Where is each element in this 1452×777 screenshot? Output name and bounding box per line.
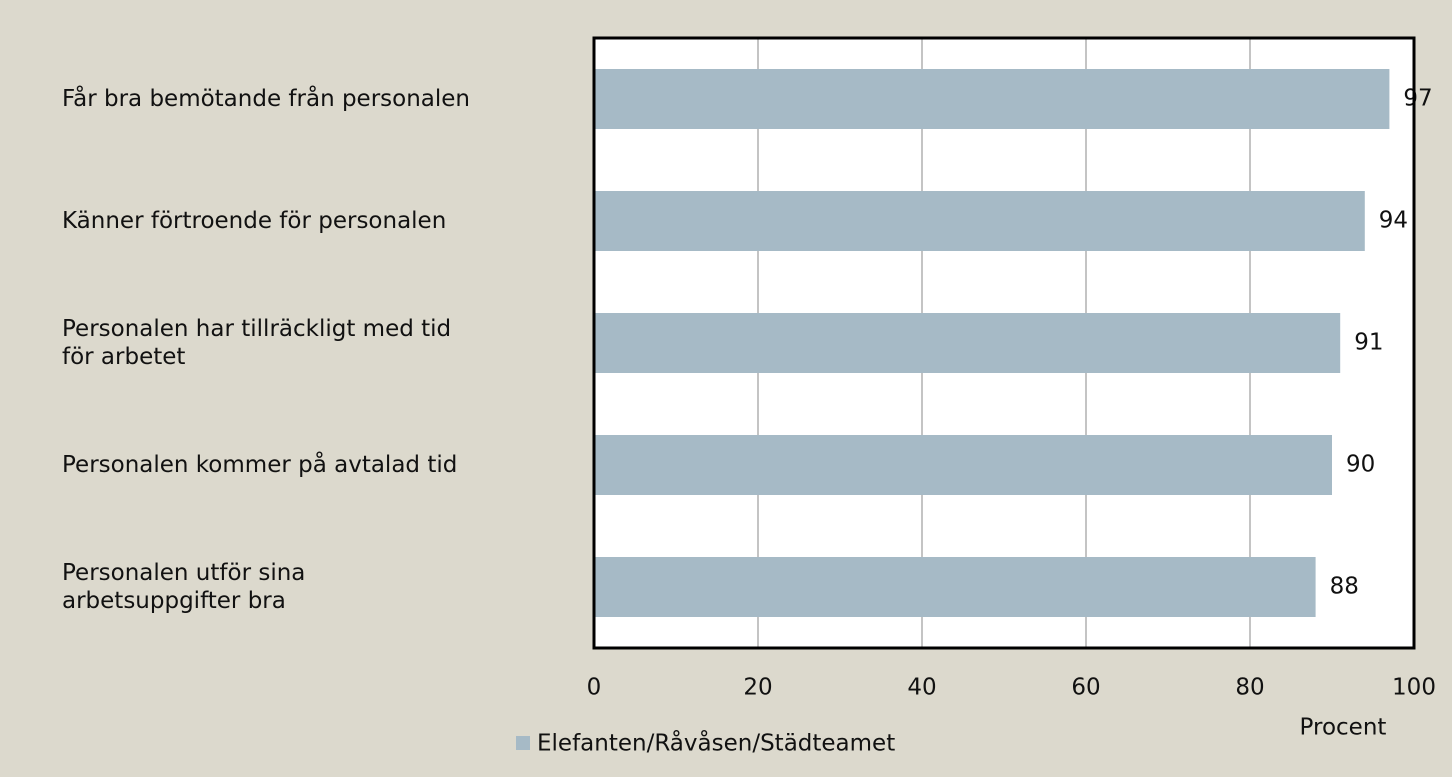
bar — [594, 435, 1332, 495]
value-label: 97 — [1403, 86, 1432, 112]
plot-frame — [592, 36, 1416, 650]
legend-swatch — [516, 736, 530, 750]
y-tick-label: Personalen kommer på avtalad tid — [62, 450, 457, 478]
bar — [594, 557, 1316, 617]
legend-label: Elefanten/Råvåsen/Städteamet — [537, 729, 895, 757]
value-label: 94 — [1379, 208, 1408, 234]
x-tick-label: 100 — [1392, 675, 1436, 701]
y-tick-label-line: Personalen utför sina — [62, 560, 305, 586]
y-tick-label-line: Känner förtroende för personalen — [62, 208, 446, 234]
y-tick-label-line: Personalen har tillräckligt med tid — [62, 316, 451, 342]
x-tick-label: 40 — [907, 675, 936, 701]
y-tick-label-line: Får bra bemötande från personalen — [62, 84, 470, 112]
x-tick-label: 80 — [1235, 675, 1264, 701]
x-tick-label: 20 — [743, 675, 772, 701]
y-tick-label-line: Personalen kommer på avtalad tid — [62, 450, 457, 478]
y-tick-label: Känner förtroende för personalen — [62, 208, 446, 234]
y-tick-label: Personalen utför sina arbetsuppgifter bra — [62, 560, 305, 614]
bar — [594, 191, 1365, 251]
value-label: 91 — [1354, 330, 1383, 356]
value-label: 88 — [1330, 574, 1359, 600]
x-axis-label: Procent — [1300, 715, 1387, 741]
y-tick-label: Personalen har tillräckligt med tid för a… — [62, 316, 451, 370]
x-tick-label: 0 — [587, 675, 602, 701]
bar — [594, 69, 1390, 129]
bar — [594, 313, 1341, 373]
y-tick-label-line: för arbetet — [62, 344, 185, 370]
x-tick-label: 60 — [1071, 675, 1100, 701]
y-tick-label-line: arbetsuppgifter bra — [62, 588, 286, 614]
value-label: 90 — [1346, 452, 1375, 478]
y-tick-label: Får bra bemötande från personalen — [62, 84, 470, 112]
